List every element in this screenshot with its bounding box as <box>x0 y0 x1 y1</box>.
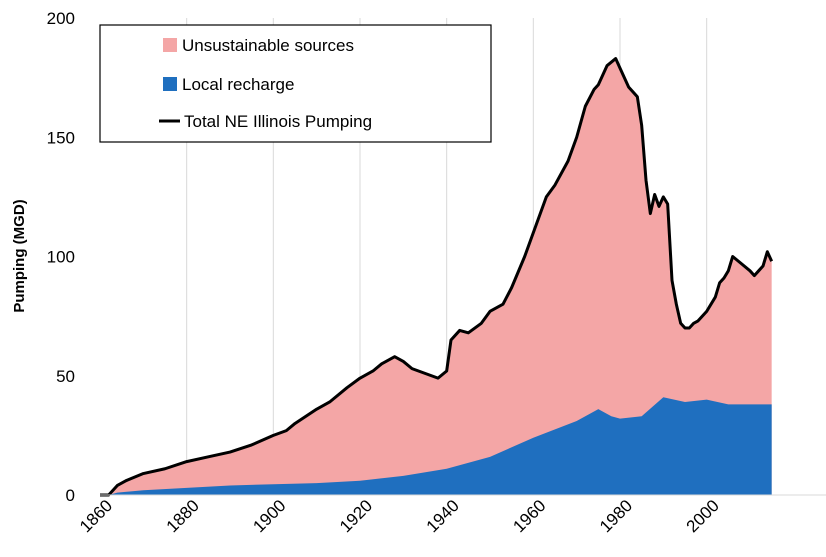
y-tick-label: 0 <box>66 486 75 505</box>
legend: Unsustainable sources Local recharge Tot… <box>99 24 492 143</box>
area-local-recharge <box>100 397 772 495</box>
area-series <box>100 58 772 495</box>
x-tick-label: 1920 <box>336 496 376 536</box>
x-tick-label: 1960 <box>509 496 549 536</box>
area-unsustainable-sources <box>100 58 772 495</box>
legend-label-local-recharge: Local recharge <box>182 75 294 94</box>
y-tick-label: 200 <box>47 9 75 28</box>
line-total-ne-illinois-pumping <box>100 57 774 497</box>
x-tick-label: 1900 <box>249 496 289 536</box>
x-tick-label: 2000 <box>683 496 723 536</box>
x-axis-ticks: 1860 1880 1900 1920 1940 1960 1980 2000 <box>76 496 723 536</box>
x-tick-label: 1860 <box>76 496 116 536</box>
y-tick-label: 150 <box>47 128 75 147</box>
line-series <box>100 57 774 497</box>
y-axis-ticks: 0 50 100 150 200 <box>47 9 75 505</box>
legend-label-unsustainable-sources: Unsustainable sources <box>182 36 354 55</box>
legend-label-total-pumping: Total NE Illinois Pumping <box>184 112 372 131</box>
y-tick-label: 50 <box>56 367 75 386</box>
x-tick-label: 1880 <box>163 496 203 536</box>
legend-swatch-unsustainable-sources <box>163 38 177 52</box>
x-tick-label: 1980 <box>596 496 636 536</box>
legend-swatch-local-recharge <box>163 77 177 91</box>
x-tick-label: 1940 <box>423 496 463 536</box>
y-axis-title: Pumping (MGD) <box>11 199 28 312</box>
y-tick-label: 100 <box>47 248 75 267</box>
